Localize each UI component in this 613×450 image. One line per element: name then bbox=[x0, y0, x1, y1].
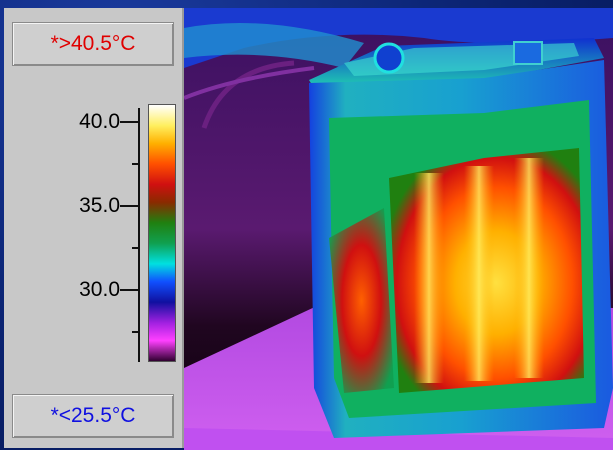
scale-tick-label: 35.0 bbox=[79, 194, 120, 217]
under-range-temperature-box: *<25.5°C bbox=[12, 394, 174, 438]
scale-tick bbox=[132, 331, 140, 333]
scale-tick bbox=[120, 121, 140, 123]
scale-tick-label: 40.0 bbox=[79, 110, 120, 133]
thermal-image bbox=[184, 8, 613, 450]
scale-tick bbox=[120, 289, 140, 291]
scale-tick bbox=[120, 205, 140, 207]
scale-tick-label: 30.0 bbox=[79, 278, 120, 301]
over-range-temperature-label: *>40.5°C bbox=[50, 32, 136, 55]
scale-axis-line bbox=[138, 108, 140, 362]
color-scale-bar bbox=[148, 104, 176, 362]
scale-tick bbox=[132, 163, 140, 165]
scale-tick bbox=[132, 247, 140, 249]
temperature-scale-panel: *>40.5°C 40.0 35.0 30.0 *<25.5°C bbox=[4, 8, 184, 448]
under-range-temperature-label: *<25.5°C bbox=[50, 404, 136, 427]
over-range-temperature-box: *>40.5°C bbox=[12, 22, 174, 66]
